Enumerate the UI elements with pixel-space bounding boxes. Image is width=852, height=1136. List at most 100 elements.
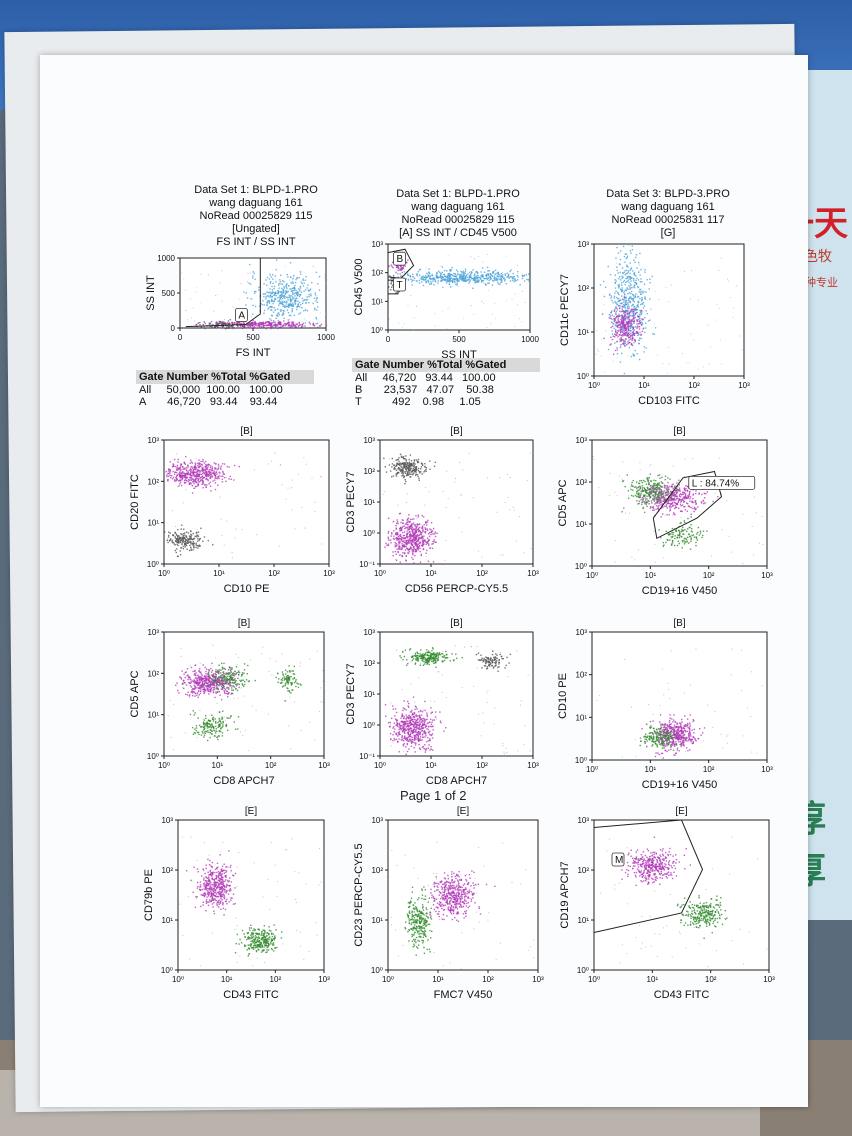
event-dot <box>492 272 494 274</box>
event-dot <box>290 304 292 306</box>
event-dot <box>425 541 427 544</box>
event-dot <box>684 493 687 495</box>
event-dot <box>691 500 693 502</box>
event-dot <box>490 277 492 279</box>
event-dot <box>453 278 455 281</box>
event-dot <box>262 321 264 324</box>
event-dot <box>463 274 465 276</box>
event-dot <box>259 323 262 326</box>
event-dot <box>398 543 400 545</box>
event-dot <box>618 277 620 280</box>
event-dot <box>687 485 689 488</box>
event-dot <box>243 322 246 325</box>
event-dot <box>623 290 625 292</box>
event-dot <box>324 274 326 276</box>
event-dot <box>211 325 213 328</box>
event-dot <box>275 269 277 271</box>
event-dot <box>634 274 636 276</box>
event-dot <box>650 309 652 311</box>
event-dot <box>215 322 217 324</box>
event-dot <box>638 333 640 336</box>
event-dot <box>208 463 210 466</box>
event-dot <box>636 267 638 269</box>
event-dot <box>396 548 398 550</box>
event-dot <box>510 276 513 278</box>
event-dot <box>418 282 421 284</box>
event-dot <box>196 482 198 484</box>
event-dot <box>258 325 260 327</box>
x-tick-label: 10⁰ <box>158 569 170 578</box>
event-dot <box>192 538 194 540</box>
event-dot <box>500 277 502 279</box>
event-dot <box>496 272 499 275</box>
event-dot <box>268 307 270 309</box>
event-dot <box>232 306 234 308</box>
event-dot <box>410 464 412 466</box>
event-dot <box>678 490 680 492</box>
event-dot <box>629 327 632 330</box>
event-dot <box>631 556 633 558</box>
y-tick-label: 10¹ <box>371 297 383 306</box>
event-dot <box>401 268 403 270</box>
event-dot <box>667 477 669 479</box>
event-dot <box>223 473 226 475</box>
event-dot <box>677 501 680 503</box>
event-dot <box>197 478 200 481</box>
event-dot <box>629 318 631 320</box>
event-dot <box>291 322 293 324</box>
event-dot <box>247 272 249 274</box>
event-dot <box>418 274 421 276</box>
event-dot <box>253 327 255 329</box>
event-dot <box>659 494 661 496</box>
event-dot <box>288 323 290 326</box>
event-dot <box>642 507 644 510</box>
header-line: [G] <box>660 227 676 239</box>
event-dot <box>435 276 438 278</box>
event-dot <box>276 292 279 295</box>
event-dot <box>630 292 632 295</box>
event-dot <box>399 527 402 529</box>
event-dot <box>615 313 617 316</box>
event-dot <box>283 295 286 297</box>
event-dot <box>319 325 322 327</box>
event-dot <box>666 484 668 487</box>
event-dot <box>633 271 636 274</box>
event-dot <box>300 281 303 284</box>
event-dot <box>618 287 620 289</box>
event-dot <box>658 529 660 531</box>
event-dot <box>669 509 672 511</box>
gate-outline <box>185 258 261 328</box>
event-dot <box>434 535 437 538</box>
event-dot <box>513 280 515 283</box>
event-dot <box>181 533 183 536</box>
event-dot <box>303 290 305 292</box>
event-dot <box>281 292 283 295</box>
event-dot <box>645 291 647 293</box>
event-dot <box>400 464 403 466</box>
event-dot <box>304 279 307 281</box>
event-dot <box>413 550 415 553</box>
event-dot <box>407 528 409 530</box>
event-dot <box>621 511 623 513</box>
event-dot <box>485 284 487 286</box>
event-dot <box>418 523 420 526</box>
event-dot <box>197 483 199 485</box>
event-dot <box>390 532 393 534</box>
event-dot <box>421 278 423 281</box>
event-dot <box>289 262 292 264</box>
event-dot <box>639 303 642 306</box>
event-dot <box>639 274 641 276</box>
event-dot <box>448 275 450 277</box>
event-dot <box>473 279 476 281</box>
event-dot <box>641 290 643 293</box>
event-dot <box>421 525 424 527</box>
event-dot <box>399 528 402 530</box>
event-dot <box>185 309 187 311</box>
event-dot <box>168 531 170 533</box>
event-dot <box>621 331 624 333</box>
event-dot <box>291 321 293 323</box>
event-dot <box>492 271 494 274</box>
event-dot <box>178 473 180 475</box>
event-dot <box>268 291 271 294</box>
